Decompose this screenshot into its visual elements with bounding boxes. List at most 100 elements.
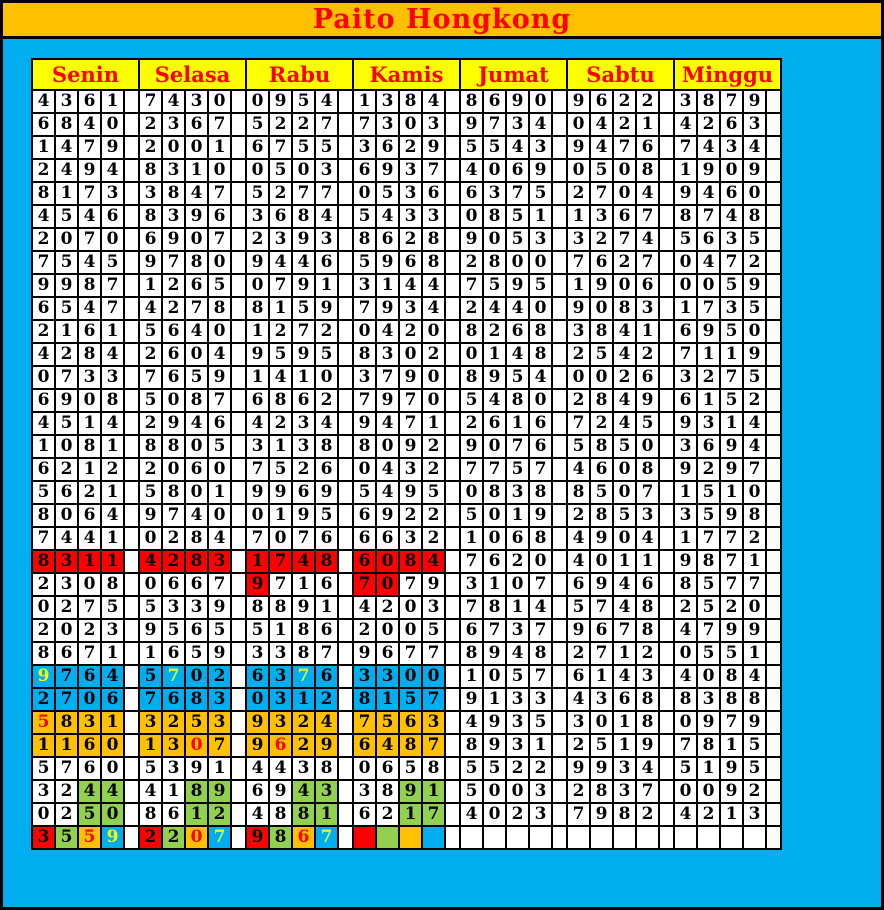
digit-cell: 3	[352, 779, 377, 804]
digit-cell: 0	[161, 457, 186, 482]
spacer-cell	[337, 250, 354, 275]
day-header-senin: Senin	[31, 58, 140, 91]
digit-cell-highlighted: 4	[291, 549, 316, 574]
digit-cell: 6	[31, 112, 56, 137]
digit-cell: 0	[352, 181, 377, 206]
digit-cell: 5	[528, 273, 553, 298]
digit-cell: 1	[528, 204, 553, 229]
digit-cell: 4	[612, 388, 637, 413]
digit-cell-highlighted: 0	[375, 572, 400, 597]
digit-cell: 5	[138, 388, 163, 413]
digit-cell: 8	[719, 687, 744, 712]
spacer-cell	[230, 204, 247, 229]
digit-cell-highlighted: 6	[352, 733, 377, 758]
digit-cell-highlighted: 0	[100, 802, 125, 827]
digit-cell	[528, 825, 553, 850]
digit-cell: 1	[421, 411, 446, 436]
digit-cell: 3	[161, 595, 186, 620]
digit-cell: 7	[482, 457, 507, 482]
digit-cell: 7	[207, 572, 232, 597]
digit-cell: 9	[375, 296, 400, 321]
digit-cell: 5	[673, 227, 698, 252]
digit-cell: 1	[696, 342, 721, 367]
digit-cell: 2	[54, 802, 79, 827]
digit-cell: 6	[375, 641, 400, 666]
digit-cell: 5	[31, 756, 56, 781]
digit-cell: 3	[54, 572, 79, 597]
spacer-cell	[444, 457, 461, 482]
digit-cell: 0	[505, 250, 530, 275]
digit-cell: 7	[673, 135, 698, 160]
digit-cell: 7	[314, 181, 339, 206]
digit-cell: 3	[161, 158, 186, 183]
digit-cell: 7	[719, 572, 744, 597]
digit-cell: 3	[612, 756, 637, 781]
digit-cell: 0	[31, 365, 56, 390]
digit-cell-highlighted: 7	[421, 733, 446, 758]
digit-cell: 9	[459, 434, 484, 459]
digit-cell: 1	[77, 411, 102, 436]
digit-cell: 2	[505, 802, 530, 827]
digit-cell: 1	[505, 595, 530, 620]
digit-cell: 5	[352, 204, 377, 229]
digit-cell-highlighted: 7	[138, 687, 163, 712]
digit-cell: 2	[566, 342, 591, 367]
digit-cell: 5	[138, 319, 163, 344]
digit-cell	[673, 825, 698, 850]
digit-cell: 3	[245, 434, 270, 459]
digit-cell: 2	[421, 434, 446, 459]
digit-cell: 1	[742, 641, 767, 666]
spacer-cell	[658, 779, 675, 804]
digit-cell: 7	[77, 227, 102, 252]
digit-cell-highlighted: 7	[352, 710, 377, 735]
digit-cell: 0	[612, 158, 637, 183]
digit-cell: 4	[612, 572, 637, 597]
digit-cell: 8	[696, 89, 721, 114]
spacer-cell	[444, 135, 461, 160]
digit-cell: 7	[31, 250, 56, 275]
digit-cell: 5	[696, 641, 721, 666]
digit-cell: 2	[161, 296, 186, 321]
digit-cell: 8	[696, 549, 721, 574]
digit-cell: 0	[673, 710, 698, 735]
digit-cell: 8	[482, 595, 507, 620]
digit-cell: 6	[459, 181, 484, 206]
digit-cell: 7	[589, 595, 614, 620]
digit-cell: 2	[138, 411, 163, 436]
digit-cell: 4	[742, 411, 767, 436]
digit-cell: 0	[184, 434, 209, 459]
digit-cell: 6	[161, 365, 186, 390]
digit-cell: 9	[589, 802, 614, 827]
digit-cell: 7	[635, 204, 660, 229]
digit-cell-highlighted: 6	[268, 733, 293, 758]
spacer-cell	[551, 434, 568, 459]
digit-cell: 8	[421, 227, 446, 252]
digit-cell: 0	[505, 779, 530, 804]
digit-cell: 1	[482, 572, 507, 597]
digit-cell: 8	[100, 388, 125, 413]
digit-cell: 7	[482, 618, 507, 643]
digit-cell: 3	[696, 411, 721, 436]
digit-cell: 1	[100, 641, 125, 666]
digit-cell: 7	[207, 112, 232, 137]
spacer-cell	[551, 112, 568, 137]
spacer-cell	[551, 549, 568, 574]
digit-cell-highlighted: 2	[161, 825, 186, 850]
digit-cell: 5	[719, 641, 744, 666]
digit-cell: 3	[100, 181, 125, 206]
spacer-cell	[230, 503, 247, 528]
digit-cell: 9	[375, 388, 400, 413]
digit-cell-highlighted: 7	[314, 825, 339, 850]
digit-cell: 2	[528, 756, 553, 781]
spacer-cell	[658, 618, 675, 643]
spacer-cell	[765, 549, 782, 574]
spacer-cell	[444, 549, 461, 574]
digit-cell-highlighted: 5	[375, 710, 400, 735]
digit-cell-highlighted: 5	[184, 710, 209, 735]
digit-cell: 8	[245, 296, 270, 321]
spacer-cell	[551, 733, 568, 758]
digit-cell: 6	[566, 572, 591, 597]
spacer-cell	[658, 526, 675, 551]
digit-cell: 6	[291, 480, 316, 505]
